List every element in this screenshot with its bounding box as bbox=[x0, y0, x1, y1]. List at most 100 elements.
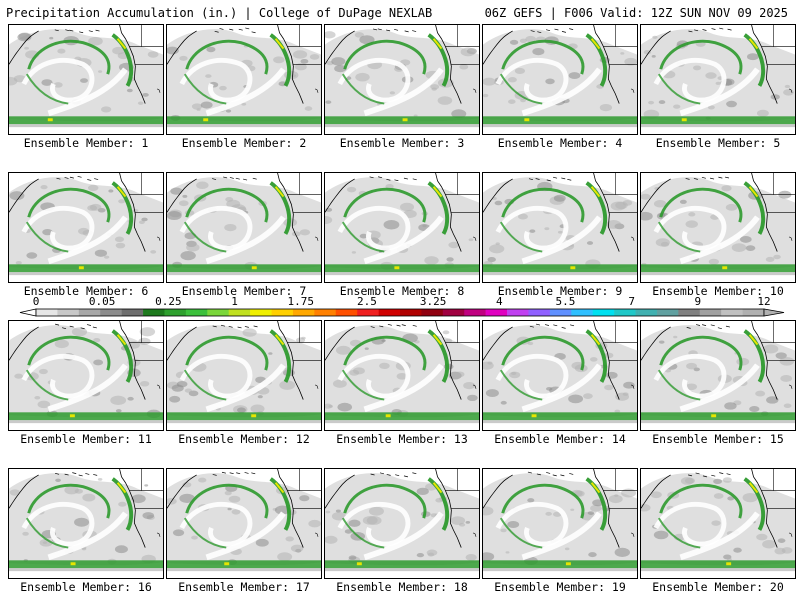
chart-title: Precipitation Accumulation (in.) | Colle… bbox=[6, 6, 433, 20]
colorbar-segment bbox=[485, 309, 508, 316]
precip-map bbox=[483, 173, 637, 282]
colorbar-segment bbox=[442, 309, 465, 316]
colorbar-segment bbox=[656, 309, 679, 316]
ensemble-member-map bbox=[166, 24, 322, 135]
ensemble-member-map bbox=[324, 468, 480, 579]
colorbar-segment bbox=[378, 309, 401, 316]
precip-map bbox=[167, 173, 321, 282]
colorbar-svg bbox=[19, 308, 785, 317]
colorbar-tick-label: 12 bbox=[757, 295, 771, 308]
colorbar-segment bbox=[549, 309, 572, 316]
ensemble-member-label: Ensemble Member: 16 bbox=[20, 580, 152, 594]
colorbar-tick-label: 2.5 bbox=[356, 295, 377, 308]
ensemble-member-label: Ensemble Member: 15 bbox=[652, 432, 784, 446]
ensemble-member-map bbox=[166, 468, 322, 579]
colorbar-segment bbox=[121, 309, 144, 316]
precip-colorbar bbox=[0, 296, 800, 320]
colorbar-segment bbox=[571, 309, 593, 316]
ensemble-member-label: Ensemble Member: 2 bbox=[181, 136, 307, 150]
ensemble-member-map bbox=[324, 320, 480, 431]
colorbar-segment bbox=[614, 309, 636, 316]
colorbar-tick-label: 0.05 bbox=[88, 295, 116, 308]
ensemble-member-label: Ensemble Member: 7 bbox=[181, 284, 307, 298]
colorbar-segment bbox=[678, 309, 701, 316]
colorbar-tick-label: 9 bbox=[694, 295, 702, 308]
colorbar-segment bbox=[400, 309, 422, 316]
colorbar-segment bbox=[507, 309, 529, 316]
ensemble-member-label: Ensemble Member: 8 bbox=[339, 284, 465, 298]
ensemble-member-label: Ensemble Member: 3 bbox=[339, 136, 465, 150]
colorbar-tick-label: 1 bbox=[231, 295, 238, 308]
colorbar-segment bbox=[721, 309, 743, 316]
ensemble-member-label: Ensemble Member: 11 bbox=[20, 432, 152, 446]
ensemble-member-label: Ensemble Member: 10 bbox=[652, 284, 784, 298]
ensemble-member-map bbox=[640, 172, 796, 283]
precip-map bbox=[167, 321, 321, 430]
colorbar-tick-label: 0.25 bbox=[155, 295, 182, 308]
colorbar-segment bbox=[528, 309, 551, 316]
colorbar-segment bbox=[143, 309, 165, 316]
precip-map bbox=[9, 25, 163, 134]
colorbar-segment bbox=[635, 309, 658, 316]
precip-map bbox=[641, 25, 795, 134]
colorbar-segment bbox=[592, 309, 615, 316]
colorbar-segment bbox=[36, 309, 58, 316]
ensemble-member-map bbox=[166, 172, 322, 283]
precip-map bbox=[167, 469, 321, 578]
colorbar-segment bbox=[335, 309, 358, 316]
precip-map bbox=[641, 173, 795, 282]
colorbar-tick-label: 0 bbox=[32, 295, 40, 308]
ensemble-member-map bbox=[324, 24, 480, 135]
precip-map bbox=[325, 173, 479, 282]
precip-map bbox=[483, 25, 637, 134]
colorbar-tick-label: 7 bbox=[628, 295, 635, 308]
precip-map bbox=[167, 25, 321, 134]
ensemble-member-map bbox=[8, 468, 164, 579]
colorbar-segment bbox=[228, 309, 251, 316]
colorbar-segment bbox=[742, 309, 765, 316]
precip-map bbox=[641, 469, 795, 578]
colorbar-segment bbox=[314, 309, 337, 316]
colorbar-right-arrow bbox=[763, 308, 785, 317]
colorbar-segment bbox=[292, 309, 315, 316]
run-valid-time: 06Z GEFS | F006 Valid: 12Z SUN NOV 09 20… bbox=[484, 6, 788, 20]
precip-map bbox=[9, 321, 163, 430]
colorbar-left-arrow bbox=[19, 308, 37, 317]
colorbar-segment bbox=[57, 309, 80, 316]
ensemble-member-label: Ensemble Member: 12 bbox=[178, 432, 310, 446]
ensemble-member-label: Ensemble Member: 14 bbox=[494, 432, 626, 446]
ensemble-member-label: Ensemble Member: 4 bbox=[497, 136, 623, 150]
colorbar-segment bbox=[250, 309, 272, 316]
precip-map bbox=[641, 321, 795, 430]
colorbar-segment bbox=[464, 309, 486, 316]
ensemble-member-label: Ensemble Member: 18 bbox=[336, 580, 468, 594]
colorbar-segment bbox=[421, 309, 444, 316]
ensemble-member-label: Ensemble Member: 5 bbox=[655, 136, 781, 150]
precip-map bbox=[9, 469, 163, 578]
ensemble-member-map bbox=[482, 468, 638, 579]
colorbar-segment bbox=[100, 309, 122, 316]
colorbar-segment bbox=[699, 309, 722, 316]
colorbar-tick-label: 1.75 bbox=[287, 295, 314, 308]
ensemble-member-label: Ensemble Member: 1 bbox=[23, 136, 149, 150]
precip-map bbox=[483, 469, 637, 578]
colorbar-tick-label: 5.5 bbox=[555, 295, 576, 308]
ensemble-member-map bbox=[8, 320, 164, 431]
ensemble-member-map bbox=[166, 320, 322, 431]
colorbar-segment bbox=[185, 309, 208, 316]
ensemble-member-map bbox=[324, 172, 480, 283]
ensemble-member-label: Ensemble Member: 9 bbox=[497, 284, 623, 298]
precip-map bbox=[483, 321, 637, 430]
colorbar-tick-label: 4 bbox=[495, 295, 503, 308]
ensemble-member-map bbox=[8, 172, 164, 283]
precip-map bbox=[325, 321, 479, 430]
ensemble-member-map bbox=[640, 320, 796, 431]
ensemble-member-map bbox=[482, 172, 638, 283]
precip-map bbox=[9, 173, 163, 282]
ensemble-member-label: Ensemble Member: 20 bbox=[652, 580, 784, 594]
colorbar-segment bbox=[164, 309, 187, 316]
ensemble-member-label: Ensemble Member: 17 bbox=[178, 580, 310, 594]
colorbar-segment bbox=[357, 309, 379, 316]
precip-map bbox=[325, 25, 479, 134]
colorbar-tick-label: 3.25 bbox=[419, 295, 447, 308]
